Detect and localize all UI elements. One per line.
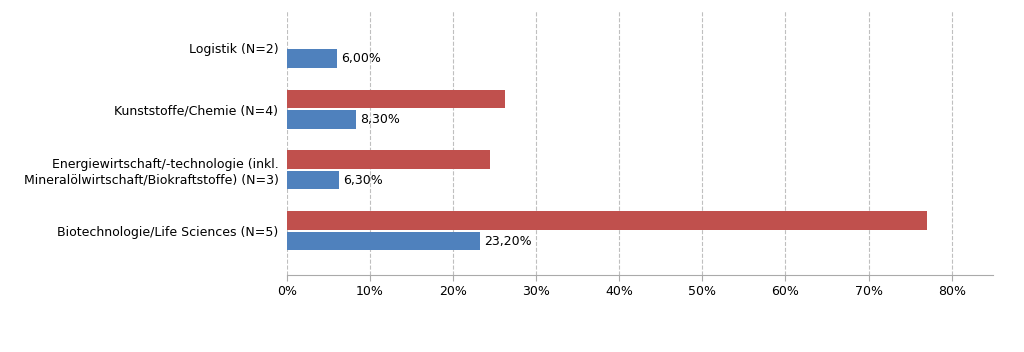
Bar <box>287 211 927 230</box>
Text: 23,20%: 23,20% <box>483 234 531 247</box>
Bar <box>287 150 490 169</box>
Bar <box>287 90 505 108</box>
Bar <box>287 50 337 68</box>
Bar <box>287 110 355 128</box>
Text: 8,30%: 8,30% <box>359 113 399 126</box>
Bar <box>287 171 339 189</box>
Text: 6,30%: 6,30% <box>343 174 383 187</box>
Text: 6,00%: 6,00% <box>341 52 381 65</box>
Bar <box>287 232 479 250</box>
